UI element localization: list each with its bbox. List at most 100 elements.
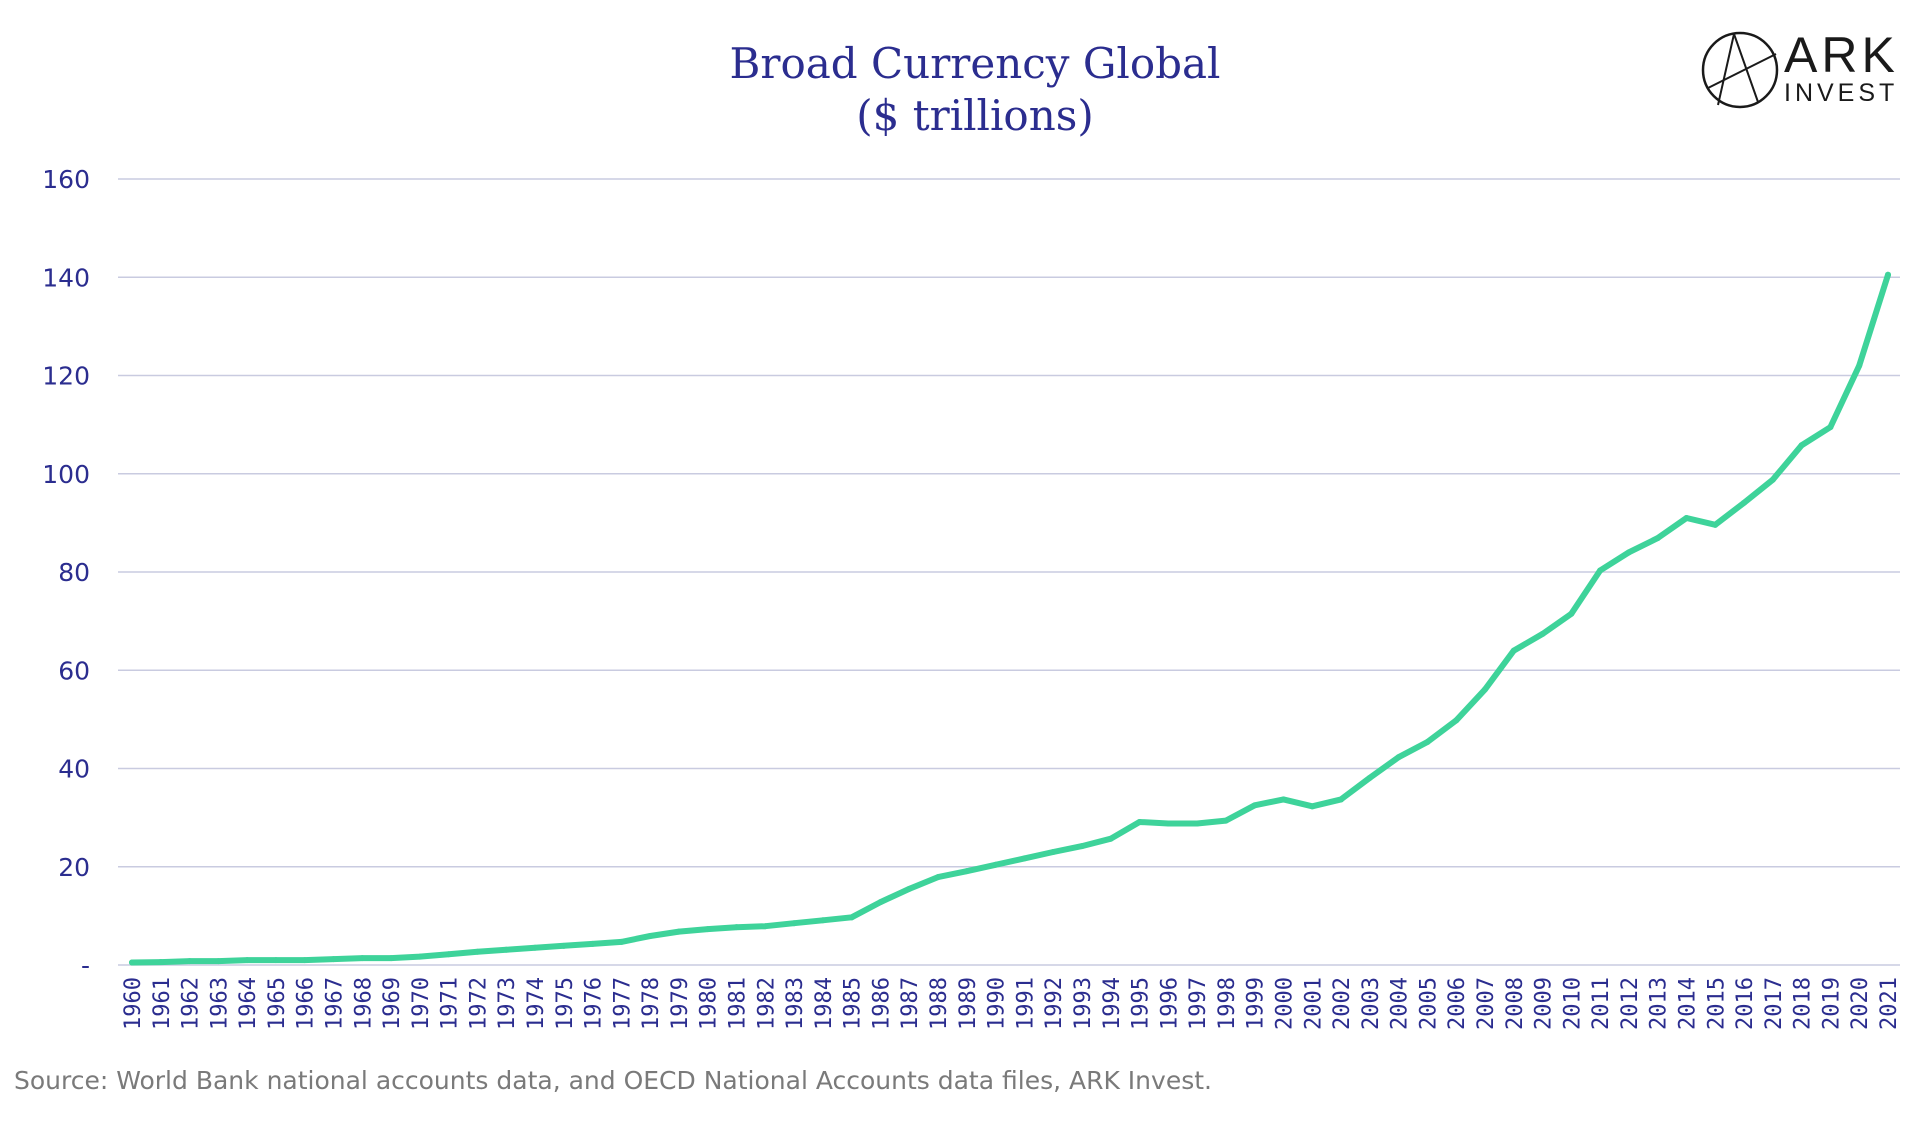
x-tick-label-2017: 2017 xyxy=(1762,977,1787,1030)
x-tick-label-1988: 1988 xyxy=(927,977,952,1030)
data-point-2012 xyxy=(1625,549,1632,556)
data-point-2014 xyxy=(1683,514,1690,521)
x-tick-label-1995: 1995 xyxy=(1129,977,1154,1030)
x-tick-label-1998: 1998 xyxy=(1215,977,1240,1030)
x-tick-label-2003: 2003 xyxy=(1359,977,1384,1030)
data-point-1995 xyxy=(1136,819,1143,826)
x-tick-label-2011: 2011 xyxy=(1589,977,1614,1030)
data-point-1962 xyxy=(186,958,193,965)
data-point-2015 xyxy=(1712,521,1719,528)
data-point-1961 xyxy=(157,959,164,966)
x-tick-label-1994: 1994 xyxy=(1100,977,1125,1030)
data-point-1992 xyxy=(1050,849,1057,856)
x-tick-label-1984: 1984 xyxy=(812,977,837,1030)
x-tick-label-2012: 2012 xyxy=(1618,977,1643,1030)
data-point-2020 xyxy=(1856,362,1863,369)
x-tick-label-2016: 2016 xyxy=(1733,977,1758,1030)
x-tick-label-1966: 1966 xyxy=(294,977,319,1030)
data-point-1990 xyxy=(992,861,999,868)
x-tick-label-1983: 1983 xyxy=(783,977,808,1030)
data-point-1991 xyxy=(1021,855,1028,862)
x-tick-label-2007: 2007 xyxy=(1474,977,1499,1030)
x-tick-label-2000: 2000 xyxy=(1272,977,1297,1030)
data-point-1963 xyxy=(215,958,222,965)
x-tick-label-1965: 1965 xyxy=(265,977,290,1030)
x-tick-label-1981: 1981 xyxy=(726,977,751,1030)
data-point-1997 xyxy=(1194,820,1201,827)
y-tick-label-140: 140 xyxy=(42,263,90,292)
x-tick-label-1985: 1985 xyxy=(841,977,866,1030)
data-point-2000 xyxy=(1280,796,1287,803)
source-note: Source: World Bank national accounts dat… xyxy=(14,1066,1212,1095)
data-point-2005 xyxy=(1424,738,1431,745)
data-point-2010 xyxy=(1568,610,1575,617)
x-tick-label-2021: 2021 xyxy=(1877,977,1902,1030)
data-point-1983 xyxy=(791,920,798,927)
x-tick-label-1970: 1970 xyxy=(409,977,434,1030)
data-point-2021 xyxy=(1885,271,1891,278)
x-tick-label-1996: 1996 xyxy=(1157,977,1182,1030)
data-point-1984 xyxy=(819,917,826,924)
data-point-1966 xyxy=(301,957,308,964)
data-point-2003 xyxy=(1366,774,1373,781)
grid-lines xyxy=(118,178,1900,966)
x-tick-label-2013: 2013 xyxy=(1647,977,1672,1030)
y-axis: - 20 40 60 80 100 120 140 160 xyxy=(42,165,90,980)
data-point-2006 xyxy=(1453,717,1460,724)
series-line xyxy=(129,271,1891,966)
data-point-2007 xyxy=(1481,686,1488,693)
data-point-1988 xyxy=(935,874,942,881)
chart-title-line2: ($ trillions) xyxy=(856,91,1094,140)
data-point-1981 xyxy=(733,924,740,931)
x-tick-label-2002: 2002 xyxy=(1330,977,1355,1030)
data-point-1965 xyxy=(272,957,279,964)
x-tick-label-1973: 1973 xyxy=(495,977,520,1030)
data-point-1968 xyxy=(359,955,366,962)
x-tick-label-1976: 1976 xyxy=(582,977,607,1030)
logo-text-ark: ARK xyxy=(1784,27,1899,83)
data-point-2017 xyxy=(1769,476,1776,483)
data-point-2011 xyxy=(1597,567,1604,574)
x-tick-label-2015: 2015 xyxy=(1704,977,1729,1030)
x-tick-label-1987: 1987 xyxy=(898,977,923,1030)
data-point-1972 xyxy=(474,948,481,955)
data-point-2009 xyxy=(1539,630,1546,637)
data-point-1987 xyxy=(906,885,913,892)
data-point-1973 xyxy=(503,946,510,953)
data-point-1960 xyxy=(129,959,135,966)
x-tick-label-2005: 2005 xyxy=(1416,977,1441,1030)
x-tick-label-1991: 1991 xyxy=(1013,977,1038,1030)
data-point-1982 xyxy=(762,923,769,930)
x-tick-label-1979: 1979 xyxy=(668,977,693,1030)
data-point-2008 xyxy=(1510,647,1517,654)
x-tick-label-1972: 1972 xyxy=(466,977,491,1030)
data-point-1964 xyxy=(244,957,251,964)
x-tick-label-1997: 1997 xyxy=(1186,977,1211,1030)
ark-compass-logo-icon xyxy=(1701,31,1779,109)
data-point-2019 xyxy=(1827,424,1834,431)
x-tick-label-2008: 2008 xyxy=(1503,977,1528,1030)
y-tick-label-100: 100 xyxy=(42,460,90,489)
x-tick-label-1961: 1961 xyxy=(150,977,175,1030)
plot-area xyxy=(129,271,1891,966)
data-point-2018 xyxy=(1798,442,1805,449)
y-tick-label-20: 20 xyxy=(58,853,90,882)
x-tick-label-1968: 1968 xyxy=(351,977,376,1030)
data-point-1993 xyxy=(1078,843,1085,850)
data-point-1998 xyxy=(1222,817,1229,824)
x-tick-label-1993: 1993 xyxy=(1071,977,1096,1030)
x-tick-label-1964: 1964 xyxy=(236,977,261,1030)
x-tick-label-1986: 1986 xyxy=(869,977,894,1030)
data-point-1977 xyxy=(618,938,625,945)
data-point-1999 xyxy=(1251,802,1258,809)
y-tick-label-160: 160 xyxy=(42,165,90,194)
data-point-1971 xyxy=(445,951,452,958)
x-tick-label-1960: 1960 xyxy=(121,977,146,1030)
data-point-1976 xyxy=(589,940,596,947)
x-tick-label-2019: 2019 xyxy=(1819,977,1844,1030)
data-point-1970 xyxy=(416,953,423,960)
x-tick-label-1967: 1967 xyxy=(323,977,348,1030)
x-tick-label-2001: 2001 xyxy=(1301,977,1326,1030)
x-tick-label-2014: 2014 xyxy=(1675,977,1700,1030)
